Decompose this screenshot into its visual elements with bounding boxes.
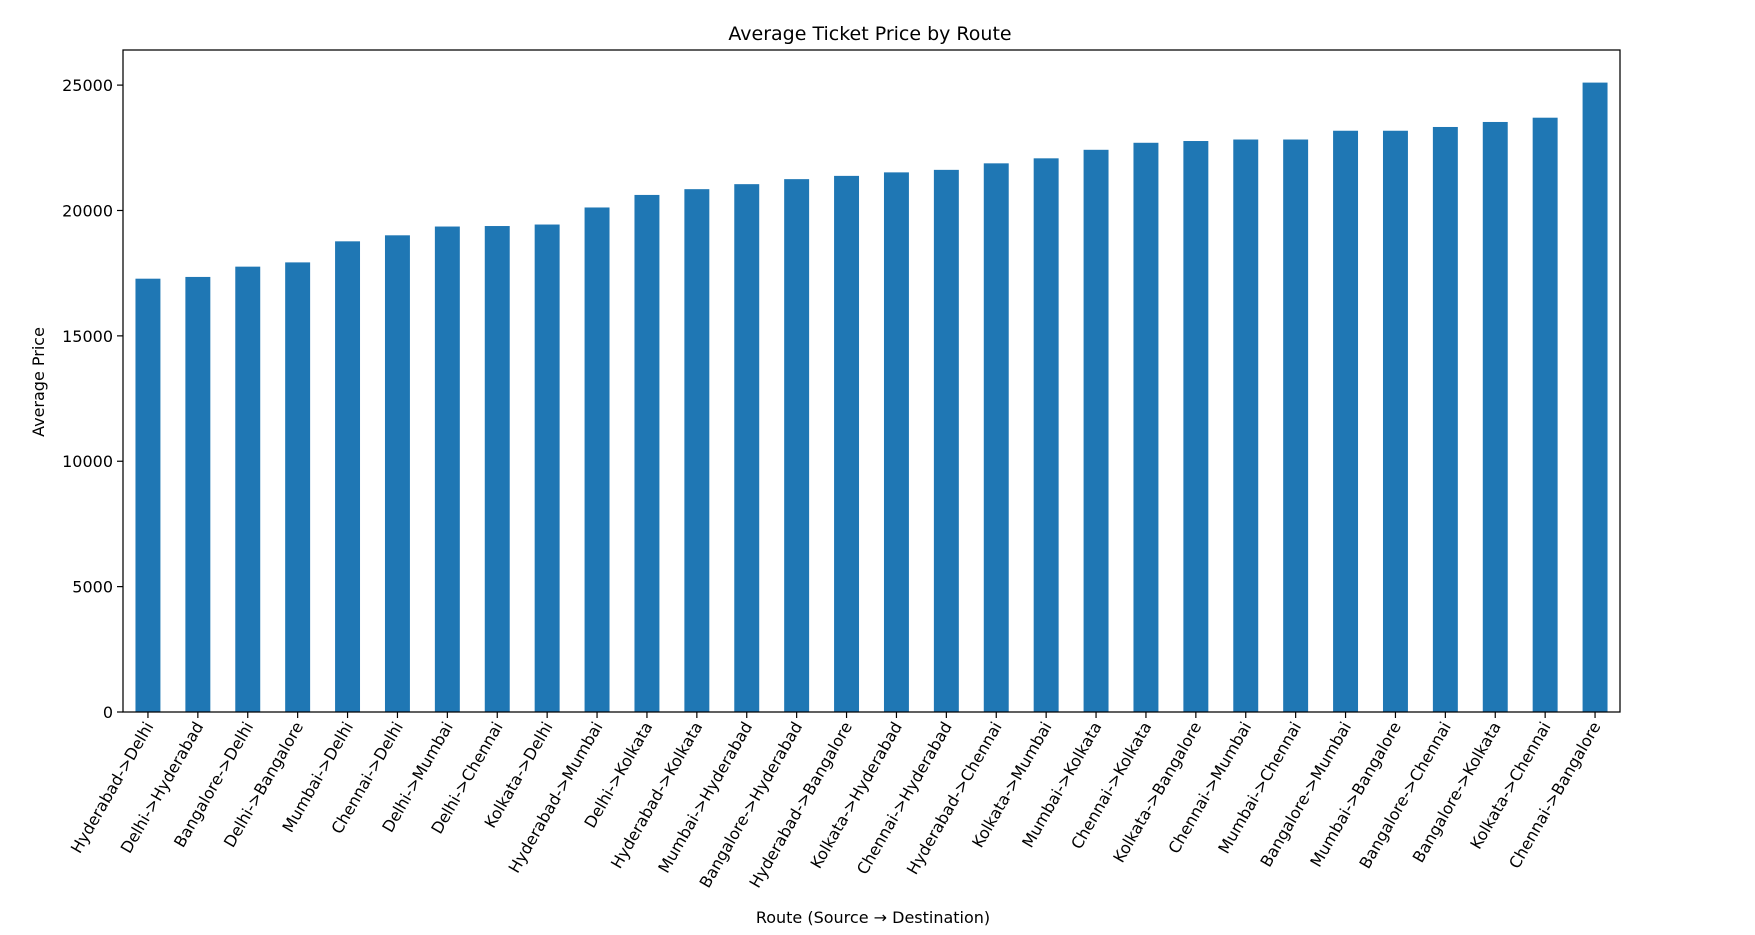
bar-11 — [684, 189, 710, 713]
x-tick-label: Hyderabad->Mumbai — [504, 719, 606, 877]
x-tick-label: Bangalore->Chennai — [1355, 719, 1454, 872]
bar-29 — [1582, 82, 1608, 713]
bar-8 — [534, 224, 560, 712]
bar-28 — [1532, 117, 1558, 712]
x-tick-label: Kolkata->Hyderabad — [806, 718, 905, 871]
bar-7 — [484, 226, 510, 712]
bar-3 — [285, 262, 311, 712]
bar-2 — [235, 266, 261, 712]
bar-13 — [784, 179, 810, 712]
bar-24 — [1333, 130, 1359, 713]
x-tick-label: Kolkata->Bangalore — [1109, 719, 1205, 866]
bar-0 — [135, 278, 161, 712]
bar-5 — [384, 235, 410, 712]
y-tick-label: 20000 — [62, 201, 113, 220]
bar-4 — [335, 241, 361, 712]
bar-17 — [983, 163, 1009, 713]
bar-27 — [1482, 121, 1508, 713]
y-tick-label: 10000 — [62, 452, 113, 471]
bar-12 — [734, 184, 760, 712]
bar-14 — [834, 175, 860, 712]
bar-6 — [434, 226, 460, 712]
y-axis: 0 5000 10000 15000 20000 25000 — [62, 76, 123, 722]
x-tick-label: Hyderabad->Kolkata — [607, 719, 706, 872]
bar-23 — [1283, 139, 1309, 712]
bar-19 — [1083, 149, 1109, 713]
plot-frame — [122, 49, 1621, 713]
chart-title: Average Ticket Price by Route — [728, 23, 1011, 45]
y-tick-label: 5000 — [72, 578, 113, 597]
bar-21 — [1183, 141, 1209, 712]
bar-20 — [1133, 142, 1159, 712]
bar-22 — [1233, 139, 1259, 712]
x-tick-label: Mumbai->Hyderabad — [654, 719, 756, 877]
y-tick-label: 0 — [103, 703, 113, 722]
bar-9 — [584, 207, 610, 713]
x-axis: Hyderabad->DelhiDelhi->HyderabadBangalor… — [67, 712, 1605, 891]
bar-10 — [634, 194, 660, 712]
x-axis-label: Route (Source → Destination) — [756, 908, 990, 927]
x-tick-label: Bangalore->Kolkata — [1409, 719, 1505, 866]
bar-1 — [185, 276, 211, 712]
x-tick-label: Bangalore->Mumbai — [1256, 719, 1355, 871]
y-tick-label: 15000 — [62, 327, 113, 346]
bar-26 — [1432, 126, 1458, 713]
x-tick-label: Hyderabad->Chennai — [903, 719, 1006, 878]
bar-25 — [1382, 130, 1408, 713]
bar-18 — [1033, 158, 1059, 712]
x-tick-label: Chennai->Hyderabad — [853, 719, 956, 878]
bar-16 — [933, 169, 959, 713]
y-tick-label: 25000 — [62, 76, 113, 95]
x-tick-label: Chennai->Bangalore — [1505, 719, 1604, 872]
x-tick-label: Mumbai->Bangalore — [1306, 719, 1405, 871]
bar-15 — [883, 172, 909, 712]
y-axis-label: Average Price — [29, 327, 48, 437]
bars-layer — [135, 82, 1608, 713]
